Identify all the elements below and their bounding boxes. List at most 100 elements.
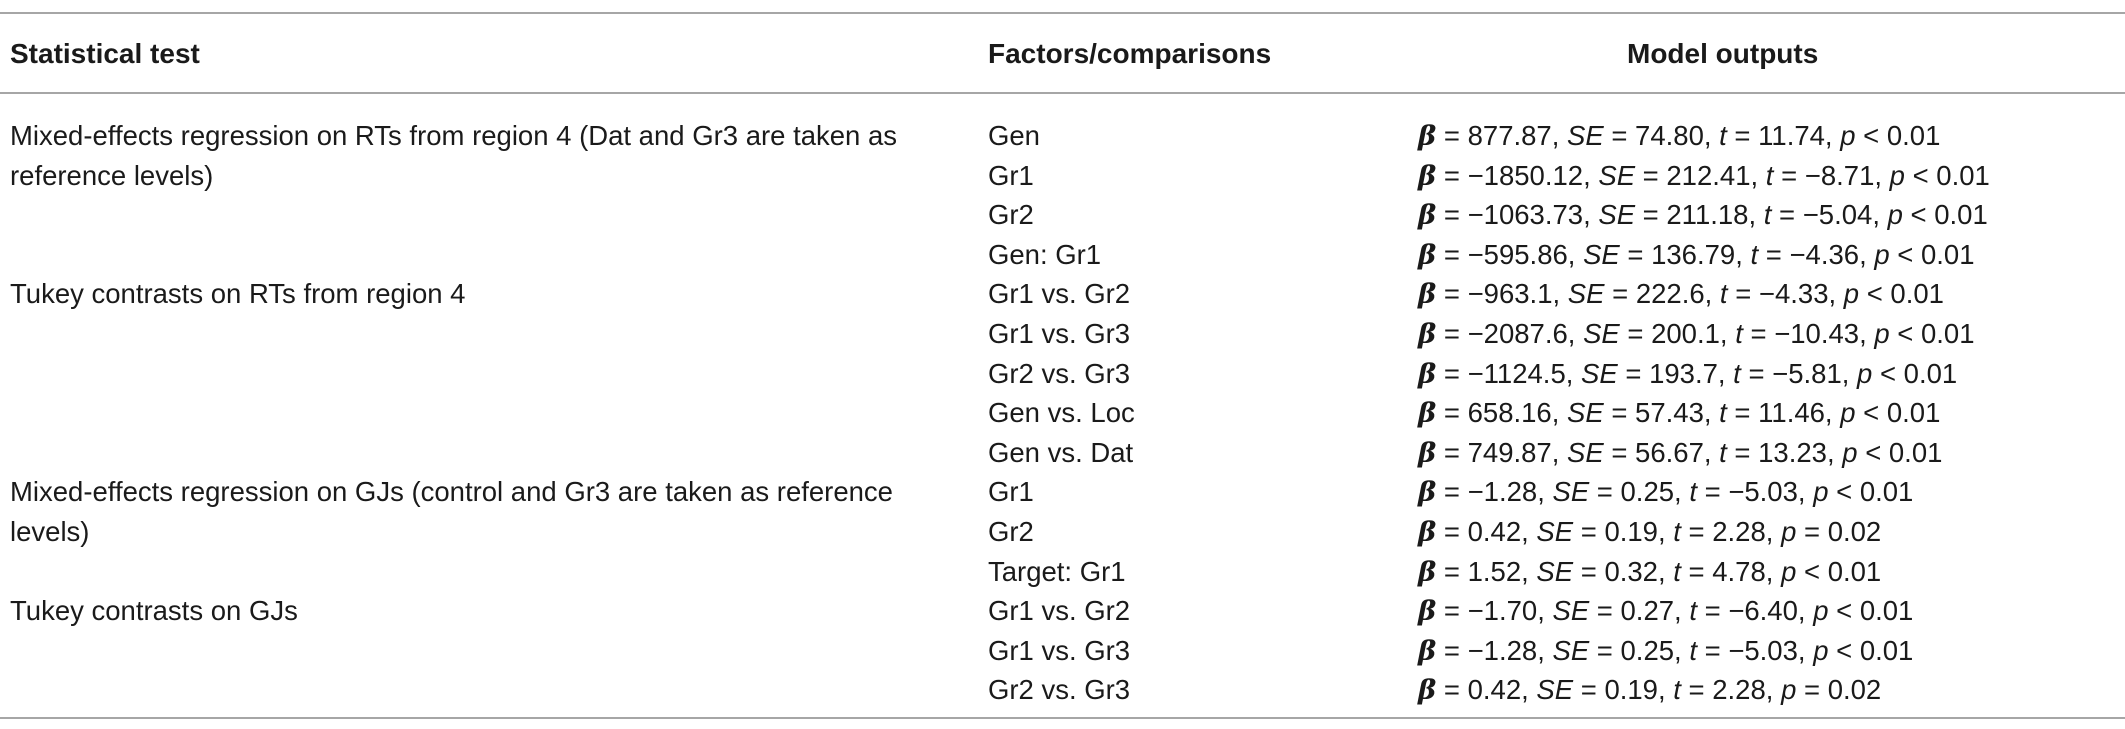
output-t: −4.36 — [1789, 238, 1860, 270]
symbol-p: p — [1781, 555, 1797, 587]
symbol-se: SE — [1583, 318, 1620, 349]
symbol-beta: β — [1418, 318, 1437, 350]
cell-statistical-test: Mixed-effects regression on RTs from reg… — [10, 120, 898, 191]
output-t: −8.71 — [1804, 159, 1875, 191]
output-t: 11.46 — [1758, 397, 1825, 429]
output-se: 136.79 — [1651, 238, 1736, 270]
cell-model-output: β = −963.1, SE = 222.6, t = −4.33, p < 0… — [1418, 278, 1944, 311]
symbol-p: p — [1889, 159, 1905, 191]
table-row: Mixed-effects regression on GJs (control… — [0, 472, 2125, 547]
cell-model-output: β = 658.16, SE = 57.43, t = 11.46, p < 0… — [1418, 397, 1941, 430]
output-t: −5.03 — [1728, 476, 1798, 508]
output-p: 0.01 — [1921, 318, 1975, 349]
output-beta: −1.28 — [1467, 476, 1538, 508]
symbol-t: t — [1719, 436, 1727, 468]
output-se: 193.7 — [1649, 357, 1718, 389]
output-t: −10.43 — [1774, 318, 1860, 349]
symbol-beta: β — [1418, 357, 1437, 390]
output-t: 13.23 — [1758, 436, 1827, 468]
header-factors-comparisons: Factors/comparisons — [988, 38, 1272, 69]
output-se: 0.25 — [1620, 634, 1675, 666]
symbol-se: SE — [1567, 278, 1605, 310]
symbol-p: p — [1843, 278, 1860, 310]
output-se: 74.80 — [1635, 120, 1704, 151]
output-beta: 1.52 — [1467, 555, 1522, 587]
symbol-se: SE — [1536, 516, 1574, 547]
symbol-t: t — [1719, 397, 1727, 429]
output-p-op: < — [1863, 397, 1880, 429]
output-p-op: < — [1804, 555, 1821, 587]
cell-model-output: β = 1.52, SE = 0.32, t = 4.78, p < 0.01 — [1418, 555, 1882, 588]
symbol-beta: β — [1418, 120, 1437, 152]
output-beta: −1.70 — [1467, 595, 1538, 627]
output-beta: 749.87 — [1467, 436, 1552, 468]
output-p-op: < — [1865, 436, 1882, 468]
symbol-t: t — [1765, 159, 1774, 191]
output-p: 0.01 — [1903, 357, 1958, 389]
symbol-beta: β — [1418, 278, 1437, 311]
output-t: −5.04 — [1802, 199, 1873, 231]
output-t: −5.81 — [1772, 357, 1842, 389]
symbol-t: t — [1750, 238, 1759, 270]
symbol-se: SE — [1552, 476, 1590, 508]
table-bottom-rule — [0, 717, 2125, 719]
symbol-p: p — [1840, 397, 1856, 429]
cell-statistical-test: Mixed-effects regression on GJs (control… — [10, 476, 893, 548]
output-t: 2.28 — [1712, 516, 1766, 547]
output-p-op: < — [1879, 357, 1897, 389]
symbol-p: p — [1842, 436, 1858, 468]
symbol-p: p — [1813, 476, 1829, 508]
output-beta: 0.42 — [1467, 516, 1522, 547]
table-top-rule — [0, 12, 2125, 14]
cell-statistical-test: Tukey contrasts on GJs — [10, 595, 298, 627]
symbol-p: p — [1874, 238, 1890, 270]
output-p-op: = — [1804, 516, 1821, 547]
output-p: 0.01 — [1859, 634, 1914, 666]
symbol-se: SE — [1583, 238, 1620, 270]
cell-model-output: β = −1124.5, SE = 193.7, t = −5.81, p < … — [1418, 357, 1958, 390]
cell-model-output: β = 0.42, SE = 0.19, t = 2.28, p = 0.02 — [1418, 516, 1882, 548]
symbol-beta: β — [1418, 476, 1437, 509]
output-beta: −1850.12 — [1467, 159, 1584, 191]
symbol-p: p — [1857, 357, 1873, 389]
symbol-beta: β — [1418, 595, 1437, 628]
cell-factor: Gen vs. Dat — [988, 436, 1134, 468]
output-p: 0.01 — [1921, 238, 1975, 270]
symbol-beta: β — [1418, 159, 1437, 192]
symbol-t: t — [1673, 555, 1681, 587]
symbol-p: p — [1781, 674, 1797, 706]
symbol-t: t — [1719, 278, 1728, 310]
symbol-t: t — [1735, 318, 1743, 349]
symbol-se: SE — [1552, 595, 1590, 627]
symbol-beta: β — [1418, 436, 1437, 469]
output-beta: −963.1 — [1467, 278, 1553, 310]
table-row: Gen vs. Loc β = 658.16, SE = 57.43, t = 1… — [0, 393, 2125, 433]
cell-factor: Gr1 — [988, 476, 1034, 508]
table-row: Gr1 β = −1850.12, SE = 212.41, t = −8.71,… — [0, 156, 2125, 196]
cell-factor: Gr1 vs. Gr2 — [988, 278, 1131, 310]
symbol-beta: β — [1418, 555, 1437, 588]
cell-model-output: β = −1.28, SE = 0.25, t = −5.03, p < 0.0… — [1418, 634, 1914, 667]
output-beta: −595.86 — [1467, 238, 1568, 270]
output-se: 56.67 — [1635, 436, 1704, 468]
output-p-op: < — [1863, 120, 1880, 151]
table-row: Gen vs. Dat β = 749.87, SE = 56.67, t = 1… — [0, 433, 2125, 473]
header-statistical-test: Statistical test — [10, 38, 200, 69]
symbol-beta: β — [1418, 634, 1437, 667]
table-header-rule — [0, 92, 2125, 94]
output-t: −4.33 — [1758, 278, 1829, 310]
output-p: 0.01 — [1888, 436, 1943, 468]
output-p: 0.01 — [1886, 120, 1941, 151]
symbol-se: SE — [1598, 159, 1636, 191]
output-p: 0.01 — [1859, 595, 1914, 627]
table-header: Statistical test Factors/comparisons Mod… — [0, 36, 2125, 76]
output-se: 0.25 — [1620, 476, 1675, 508]
cell-model-output: β = −1850.12, SE = 212.41, t = −8.71, p … — [1418, 159, 1990, 192]
cell-model-output: β = −1.70, SE = 0.27, t = −6.40, p < 0.0… — [1418, 595, 1914, 628]
symbol-beta: β — [1418, 516, 1437, 548]
output-p-op: < — [1897, 318, 1914, 349]
output-se: 57.43 — [1635, 397, 1704, 429]
symbol-t: t — [1733, 357, 1741, 389]
symbol-p: p — [1781, 516, 1797, 547]
output-t: −5.03 — [1728, 634, 1798, 666]
